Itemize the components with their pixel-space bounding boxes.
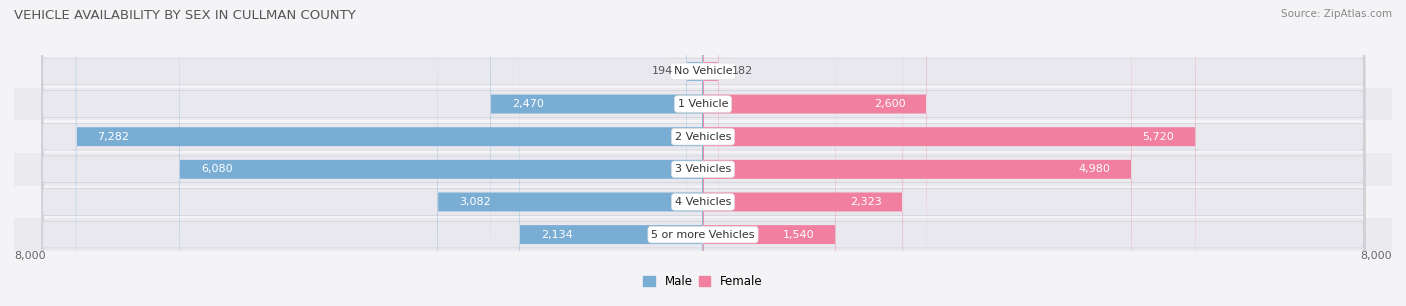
Text: 6,080: 6,080 <box>201 164 232 174</box>
FancyBboxPatch shape <box>44 0 1365 306</box>
Text: Source: ZipAtlas.com: Source: ZipAtlas.com <box>1281 9 1392 19</box>
FancyBboxPatch shape <box>44 0 1365 306</box>
FancyBboxPatch shape <box>703 0 1195 306</box>
Text: 2,134: 2,134 <box>541 230 572 240</box>
Text: 1,540: 1,540 <box>783 230 814 240</box>
FancyBboxPatch shape <box>703 0 835 306</box>
Text: 3 Vehicles: 3 Vehicles <box>675 164 731 174</box>
FancyBboxPatch shape <box>180 0 703 306</box>
Text: 4,980: 4,980 <box>1078 164 1111 174</box>
Text: 2,470: 2,470 <box>512 99 544 109</box>
Text: 2,323: 2,323 <box>849 197 882 207</box>
Text: 4 Vehicles: 4 Vehicles <box>675 197 731 207</box>
Text: 7,282: 7,282 <box>97 132 129 142</box>
Text: 182: 182 <box>731 66 752 76</box>
Legend: Male, Female: Male, Female <box>644 275 762 288</box>
Text: 8,000: 8,000 <box>1361 251 1392 261</box>
Text: 8,000: 8,000 <box>14 251 45 261</box>
FancyBboxPatch shape <box>703 0 903 306</box>
Text: 5 or more Vehicles: 5 or more Vehicles <box>651 230 755 240</box>
FancyBboxPatch shape <box>437 0 703 306</box>
FancyBboxPatch shape <box>686 0 703 306</box>
FancyBboxPatch shape <box>491 0 703 306</box>
FancyBboxPatch shape <box>42 0 1364 306</box>
FancyBboxPatch shape <box>42 0 1364 306</box>
FancyBboxPatch shape <box>44 0 1365 306</box>
Text: 5,720: 5,720 <box>1142 132 1174 142</box>
Bar <box>14 153 1392 186</box>
Text: 194: 194 <box>652 66 673 76</box>
Text: 3,082: 3,082 <box>460 197 491 207</box>
Text: 2 Vehicles: 2 Vehicles <box>675 132 731 142</box>
Bar <box>14 218 1392 251</box>
FancyBboxPatch shape <box>42 0 1364 306</box>
Text: 1 Vehicle: 1 Vehicle <box>678 99 728 109</box>
FancyBboxPatch shape <box>42 0 1364 306</box>
FancyBboxPatch shape <box>42 0 1364 306</box>
FancyBboxPatch shape <box>76 0 703 306</box>
FancyBboxPatch shape <box>703 0 718 306</box>
FancyBboxPatch shape <box>519 0 703 306</box>
Text: VEHICLE AVAILABILITY BY SEX IN CULLMAN COUNTY: VEHICLE AVAILABILITY BY SEX IN CULLMAN C… <box>14 9 356 22</box>
Bar <box>14 88 1392 120</box>
FancyBboxPatch shape <box>44 0 1365 306</box>
FancyBboxPatch shape <box>44 0 1365 306</box>
FancyBboxPatch shape <box>703 0 1132 306</box>
FancyBboxPatch shape <box>42 0 1364 306</box>
Text: 2,600: 2,600 <box>873 99 905 109</box>
FancyBboxPatch shape <box>44 0 1365 306</box>
Text: No Vehicle: No Vehicle <box>673 66 733 76</box>
FancyBboxPatch shape <box>703 0 927 306</box>
Bar <box>14 186 1392 218</box>
Bar <box>14 55 1392 88</box>
Bar <box>14 120 1392 153</box>
